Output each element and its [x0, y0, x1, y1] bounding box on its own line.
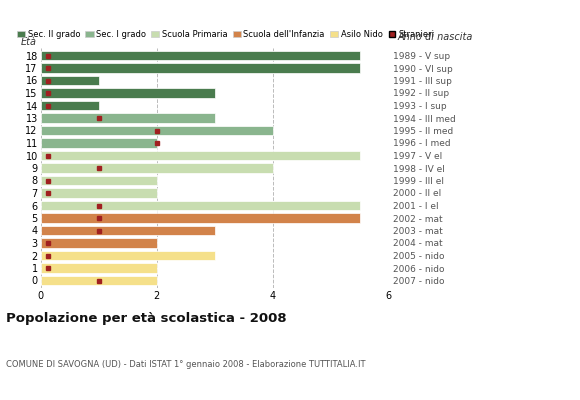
- Bar: [41, 238, 157, 248]
- Bar: [41, 263, 157, 273]
- Text: COMUNE DI SAVOGNA (UD) - Dati ISTAT 1° gennaio 2008 - Elaborazione TUTTITALIA.IT: COMUNE DI SAVOGNA (UD) - Dati ISTAT 1° g…: [6, 360, 365, 369]
- Bar: [41, 101, 99, 110]
- Bar: [41, 188, 157, 198]
- Text: Anno di nascita: Anno di nascita: [397, 32, 473, 42]
- Text: Popolazione per età scolastica - 2008: Popolazione per età scolastica - 2008: [6, 312, 287, 325]
- Bar: [41, 63, 360, 73]
- Bar: [41, 126, 273, 135]
- Bar: [41, 51, 360, 60]
- Bar: [41, 76, 99, 85]
- Bar: [41, 226, 215, 235]
- Text: Età: Età: [21, 37, 37, 47]
- Bar: [41, 276, 157, 285]
- Bar: [41, 163, 273, 173]
- Bar: [41, 138, 157, 148]
- Legend: Sec. II grado, Sec. I grado, Scuola Primaria, Scuola dell'Infanzia, Asilo Nido, : Sec. II grado, Sec. I grado, Scuola Prim…: [17, 30, 434, 39]
- Bar: [41, 213, 360, 223]
- Bar: [41, 176, 157, 185]
- Bar: [41, 151, 360, 160]
- Bar: [41, 113, 215, 123]
- Bar: [41, 251, 215, 260]
- Bar: [41, 88, 215, 98]
- Bar: [41, 201, 360, 210]
